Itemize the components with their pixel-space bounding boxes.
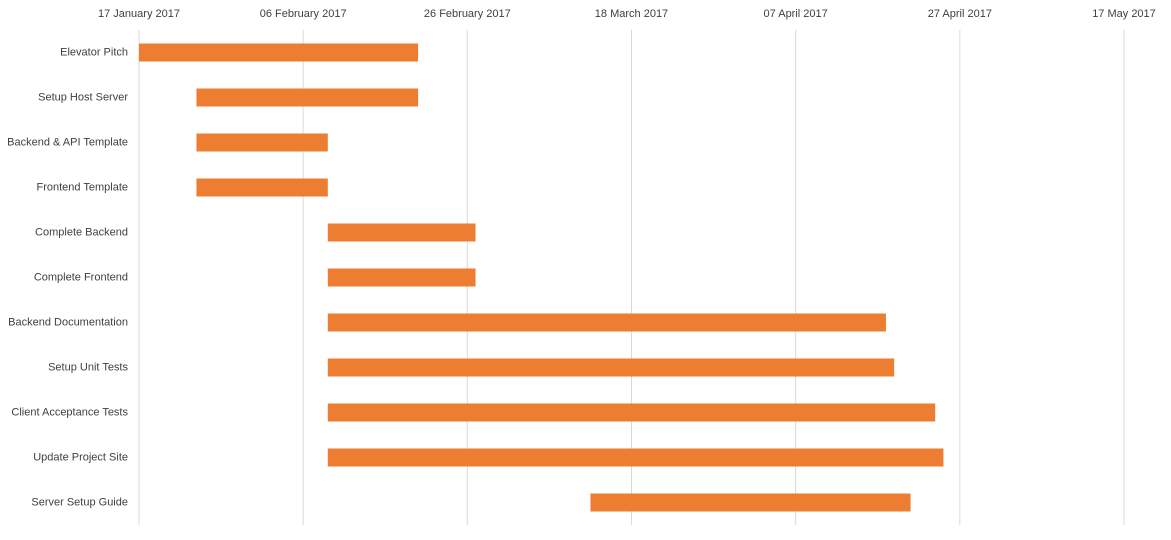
task-bar — [327, 448, 944, 467]
task-bar — [327, 223, 476, 242]
y-tick-label: Setup Host Server — [38, 91, 128, 103]
y-tick-label: Complete Frontend — [34, 271, 128, 283]
task-bar — [196, 178, 328, 197]
x-tick-label: 07 April 2017 — [764, 8, 828, 20]
task-bar — [196, 133, 328, 152]
x-tick-label: 17 May 2017 — [1092, 8, 1156, 20]
x-tick-label: 17 January 2017 — [98, 8, 180, 20]
y-tick-label: Server Setup Guide — [31, 496, 128, 508]
task-bar — [327, 358, 895, 377]
x-tick-label: 27 April 2017 — [928, 8, 992, 20]
task-bar — [327, 403, 936, 422]
y-tick-label: Backend & API Template — [7, 136, 128, 148]
task-bar — [327, 268, 476, 287]
y-tick-label: Elevator Pitch — [60, 46, 128, 58]
x-tick-label: 18 March 2017 — [595, 8, 668, 20]
y-tick-label: Update Project Site — [33, 451, 128, 463]
y-tick-label: Frontend Template — [36, 181, 128, 193]
task-bar — [590, 493, 911, 512]
task-bar — [196, 88, 419, 107]
x-tick-label: 26 February 2017 — [424, 8, 511, 20]
task-bar — [327, 313, 886, 332]
y-tick-label: Backend Documentation — [8, 316, 128, 328]
y-tick-label: Complete Backend — [35, 226, 128, 238]
x-tick-label: 06 February 2017 — [260, 8, 347, 20]
y-tick-label: Setup Unit Tests — [48, 361, 128, 373]
task-bar — [139, 43, 419, 62]
y-tick-label: Client Acceptance Tests — [11, 406, 128, 418]
